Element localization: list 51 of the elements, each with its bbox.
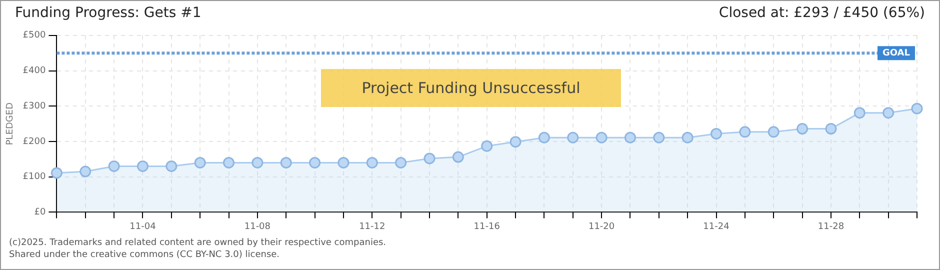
- point: [309, 156, 321, 168]
- point: [510, 136, 522, 148]
- point: [280, 156, 292, 168]
- point: [653, 132, 665, 144]
- point: [452, 151, 464, 163]
- point: [854, 107, 866, 119]
- point: [252, 156, 264, 168]
- y-tick-label: £0: [34, 208, 46, 218]
- point: [538, 132, 550, 144]
- point: [395, 156, 407, 168]
- x-tick-label: 11-24: [703, 222, 730, 232]
- x-tick-label: 11-12: [359, 222, 386, 232]
- point: [194, 156, 206, 168]
- y-tick-label: £100: [22, 172, 46, 182]
- point: [567, 132, 579, 144]
- point: [911, 102, 923, 114]
- x-tick-label: 11-16: [474, 222, 500, 232]
- point: [796, 123, 808, 134]
- text: (c)2025. Trademarks and related content are owned by their respective companies.: [9, 237, 388, 249]
- chart-subtitle: Closed at: £293 / £450 (65%): [718, 5, 925, 23]
- point: [596, 132, 608, 144]
- point: [624, 132, 636, 144]
- point: [882, 107, 894, 119]
- y-tick-label: £400: [22, 66, 46, 76]
- point: [710, 128, 722, 140]
- y-tick-label: £300: [22, 101, 46, 112]
- x-tick-label: 11-20: [588, 222, 615, 232]
- text: Shared under the creative commons (CC BY-NC 3.0) license.: [9, 249, 281, 261]
- y-axis-title: PLEDGED: [6, 102, 16, 146]
- point: [481, 140, 493, 152]
- chart-title: Funding Progress: Gets #1: [15, 5, 202, 23]
- point: [223, 156, 235, 168]
- point: [739, 126, 751, 138]
- point: [682, 132, 694, 144]
- point: [50, 167, 62, 179]
- x-tick-label: 11-04: [130, 222, 156, 232]
- point: [424, 152, 436, 164]
- point: [366, 156, 378, 168]
- notice-banner: Project Funding Unsuccessful: [321, 69, 621, 107]
- point: [768, 126, 780, 138]
- y-tick-label: £200: [22, 136, 46, 147]
- point: [338, 156, 350, 168]
- ref-line-label: GOAL: [882, 48, 910, 58]
- point: [136, 160, 148, 172]
- x-tick-label: 11-28: [818, 222, 844, 232]
- y-tick-label: £500: [22, 30, 46, 41]
- point: [108, 160, 120, 172]
- point: [825, 123, 837, 134]
- point: [80, 166, 92, 178]
- point: [166, 160, 178, 172]
- x-tick-label: 11-08: [244, 222, 271, 232]
